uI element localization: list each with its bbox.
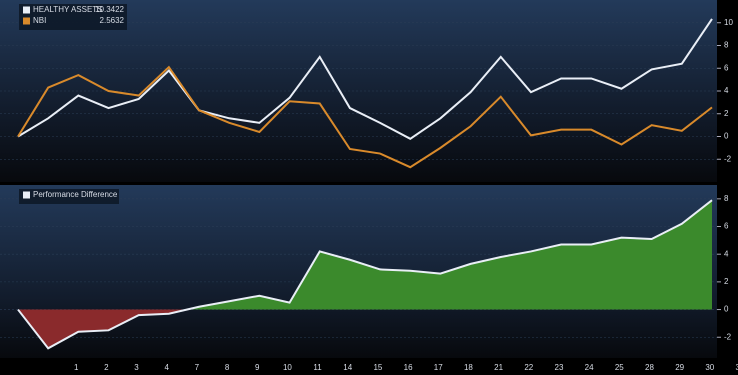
x-tick-label: 29 — [675, 363, 684, 372]
legend-swatch — [23, 17, 30, 25]
y-tick-label: 2 — [724, 109, 729, 118]
legend-label: NBI — [33, 16, 46, 25]
x-tick-label: 16 — [404, 363, 413, 372]
x-tick-label: 21 — [494, 363, 503, 372]
legend: Performance Difference — [19, 189, 119, 204]
x-tick-label: 25 — [615, 363, 624, 372]
x-tick-label: 7 — [195, 363, 200, 372]
x-tick-label: 30 — [705, 363, 714, 372]
y-tick-label: -2 — [724, 332, 732, 341]
x-tick-label: 8 — [225, 363, 230, 372]
y-tick-label: 10 — [724, 18, 733, 27]
x-tick-label: 14 — [343, 363, 352, 372]
x-tick-label: 31 — [736, 363, 738, 372]
y-tick-label: 4 — [724, 249, 729, 258]
legend-box — [19, 189, 119, 204]
line — [17, 18, 713, 140]
x-tick-label: 10 — [283, 363, 292, 372]
legend-label: Performance Difference — [33, 190, 118, 199]
x-tick-label: 18 — [464, 363, 473, 372]
legend-label: HEALTHY ASSETS — [33, 5, 103, 14]
x-tick-label: 24 — [585, 363, 594, 372]
x-tick-label: 2 — [104, 363, 109, 372]
area-fill — [18, 309, 712, 349]
y-tick-label: -2 — [724, 154, 732, 163]
y-tick-label: 2 — [724, 277, 729, 286]
legend-swatch — [23, 6, 30, 14]
x-tick-label: 28 — [645, 363, 654, 372]
y-tick-label: 6 — [724, 222, 729, 231]
legend-value: 10.3422 — [95, 5, 124, 14]
x-tick-label: 22 — [524, 363, 533, 372]
x-tick-label: 4 — [164, 363, 169, 372]
y-tick-label: 8 — [724, 41, 729, 50]
area-fill — [186, 200, 712, 310]
x-tick-label: 3 — [134, 363, 139, 372]
legend-box — [19, 4, 127, 30]
line — [17, 199, 713, 350]
legend-value: 2.5632 — [100, 16, 125, 25]
y-tick-label: 0 — [724, 305, 729, 314]
x-tick-label: 1 — [74, 363, 79, 372]
x-tick-label: 9 — [255, 363, 260, 372]
y-tick-label: 0 — [724, 132, 729, 141]
y-tick-label: 8 — [724, 194, 729, 203]
legend-swatch — [23, 191, 30, 199]
x-tick-label: 17 — [434, 363, 443, 372]
x-tick-label: 11 — [313, 363, 322, 372]
line — [17, 65, 713, 169]
x-tick-label: 23 — [555, 363, 564, 372]
y-tick-label: 6 — [724, 63, 729, 72]
x-tick-label: 15 — [373, 363, 382, 372]
y-tick-label: 4 — [724, 86, 729, 95]
